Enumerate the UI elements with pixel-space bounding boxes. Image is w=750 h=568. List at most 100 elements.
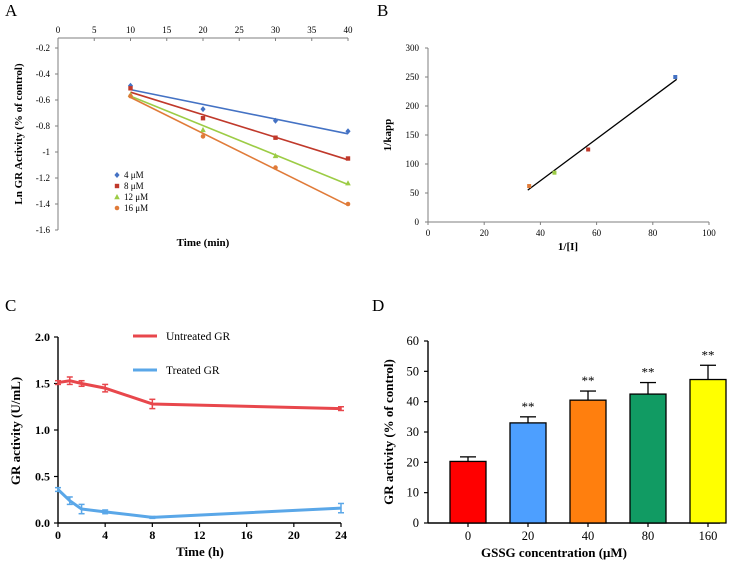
panel-c-chart: 0 4 8 12 16 20 24 0.0 0.5 1.0 1.5 2.0 Untreated GR… (8, 330, 347, 559)
panel-a-point (128, 93, 133, 99)
panel-a-point (273, 165, 278, 170)
panel-b-point (586, 147, 591, 152)
panel-a-y-tick-label: -0.8 (36, 121, 51, 131)
panel-a-x-tick-label: 20 (199, 25, 209, 35)
panel-a-legend-label: 8 μM (124, 181, 144, 191)
panel-d-x-tick-label: 0 (465, 529, 471, 543)
panel-c-series-line (56, 488, 342, 519)
panel-a-legend-marker (114, 205, 120, 211)
panel-a-legend-marker (114, 183, 120, 189)
legend-treated-gr: Treated GR (166, 365, 220, 377)
panel-a-legend-marker (114, 172, 120, 178)
panel-a-x-tick-label: 35 (307, 25, 317, 35)
panel-c-y-tick-label: 1.5 (35, 377, 50, 391)
panel-c-x-tick-label: 0 (55, 528, 61, 542)
panel-a-y-tick-label: -0.2 (36, 43, 50, 53)
panel-label-d: D (372, 296, 384, 315)
panel-a-legend-label: 16 μM (124, 203, 148, 213)
panel-a-point (273, 135, 278, 140)
panel-d-y-tick-label: 40 (407, 395, 420, 409)
panel-a-point (128, 86, 133, 91)
panel-a-x-label: Time (min) (177, 237, 230, 249)
panel-b-y-tick-label: 100 (406, 159, 420, 169)
panel-a-x-tick-label: 0 (56, 25, 61, 35)
panel-b-y-label: 1/kapp (382, 119, 394, 151)
panel-b-y-tick-label: 250 (406, 72, 420, 82)
panel-label-a: A (5, 1, 18, 20)
panel-b-x-tick-label: 20 (480, 228, 490, 238)
panel-a-point (345, 156, 351, 161)
panel-a-point (200, 134, 206, 139)
panel-c-x-tick-label: 16 (241, 528, 253, 542)
panel-a-fit-line (130, 95, 349, 186)
panel-a-y-tick-label: -1.6 (36, 225, 51, 235)
panel-d-x-tick-label: 20 (522, 529, 535, 543)
panel-a-point (200, 116, 206, 121)
panel-c-y-tick-label: 0.5 (35, 470, 50, 484)
panel-d-y-tick-label: 10 (407, 486, 420, 500)
panel-c-x-label: Time (h) (176, 544, 224, 559)
panel-b-point (527, 184, 532, 189)
panel-a-point (345, 201, 351, 207)
panel-a-x-tick-label: 40 (344, 25, 354, 35)
panel-c-series-line (57, 379, 342, 411)
panel-d-y-tick-label: 60 (407, 334, 420, 348)
panel-d-bar (629, 393, 667, 524)
panel-b-x-tick-label: 100 (702, 228, 716, 238)
panel-a-fit-line (130, 96, 349, 207)
panel-d-x-tick-label: 80 (642, 529, 655, 543)
panel-d-significance-label: ** (522, 399, 535, 414)
panel-b-x-label: 1/[I] (558, 241, 578, 253)
panel-a-x-tick-label: 25 (235, 25, 245, 35)
panel-d-bar (449, 460, 487, 524)
panel-a-y-tick-label: -1 (43, 147, 51, 157)
panel-a-point (345, 128, 351, 135)
panel-d-x-label: GSSG concentration (μM) (481, 545, 627, 560)
panel-d-x-tick-label: 40 (582, 529, 595, 543)
panel-b-point (673, 75, 678, 79)
panel-a-fit-line (130, 88, 349, 135)
panel-d-significance-label: ** (582, 373, 595, 388)
panel-c-y-tick-label: 0.0 (35, 516, 50, 530)
panel-b-point (552, 170, 557, 175)
panel-a-point (345, 180, 351, 186)
panel-a-y-tick-label: -0.4 (36, 69, 51, 79)
panel-d-y-label: GR activity (% of control) (381, 359, 396, 505)
panel-d-bar (569, 399, 607, 524)
panel-a-point (272, 117, 279, 124)
panel-c-x-tick-label: 12 (194, 528, 206, 542)
panel-c-x-tick-label: 4 (102, 528, 108, 542)
panel-a-legend-marker (114, 194, 120, 200)
panel-a-point (200, 106, 206, 113)
panel-b-x-tick-label: 60 (592, 228, 602, 238)
panel-d-bar (509, 422, 547, 524)
panel-b-y-tick-label: 200 (406, 101, 420, 111)
panel-c-x-tick-label: 20 (288, 528, 300, 542)
panel-d-y-tick-label: 20 (407, 455, 420, 469)
panel-a-y-tick-label: -1.4 (36, 199, 51, 209)
panel-a-legend-label: 4 μM (124, 170, 144, 180)
panel-b-chart: 0 20 40 60 80 100 0 50 100 150 200 250 300 1/[I] 1/… (382, 43, 716, 253)
panel-a-y-tick-label: -0.6 (36, 95, 51, 105)
panel-c-x-tick-label: 24 (335, 528, 347, 542)
panel-a-x-tick-label: 5 (92, 25, 97, 35)
panel-d-significance-label: ** (642, 365, 655, 380)
panel-a-point (200, 126, 206, 133)
panel-c-y-tick-label: 2.0 (35, 330, 50, 344)
panel-b-y-tick-label: 0 (415, 217, 420, 227)
panel-a-y-tick-label: -1.2 (36, 173, 50, 183)
legend-untreated-gr: Untreated GR (166, 331, 231, 343)
panel-a-y-label: Ln GR Activity (% of control) (13, 63, 25, 205)
panel-c-x-tick-label: 8 (149, 528, 155, 542)
panel-d-significance-label: ** (702, 347, 715, 362)
panel-d-y-tick-label: 0 (413, 516, 419, 530)
panel-b-x-tick-label: 80 (648, 228, 658, 238)
panel-d-y-tick-label: 30 (407, 425, 420, 439)
panel-b-x-tick-label: 40 (536, 228, 546, 238)
panel-c-y-tick-label: 1.0 (35, 423, 50, 437)
panel-a-fit-line (130, 91, 349, 161)
panel-a-x-tick-label: 10 (126, 25, 136, 35)
panel-a-x-tick-label: 15 (162, 25, 172, 35)
panel-a-point (272, 152, 279, 159)
